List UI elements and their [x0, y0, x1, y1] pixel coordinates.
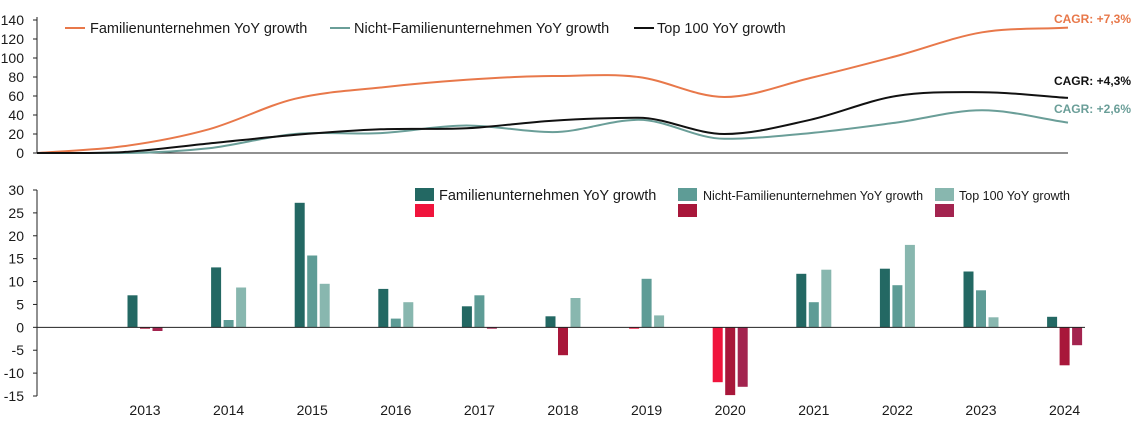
bar-familien [963, 271, 974, 328]
bar-top100 [654, 315, 665, 328]
bar-familien [1047, 316, 1058, 328]
bar-legend-label: Familienunternehmen YoY growth [439, 188, 656, 204]
bar-legend-swatch-negative [678, 204, 697, 217]
bar-top100 [319, 283, 330, 328]
bar-chart-x-tick-label: 2019 [631, 402, 662, 418]
bar-chart-y-tick-label: 30 [8, 182, 24, 198]
bar-top100 [486, 327, 497, 329]
bar-chart-y-tick-label: -10 [4, 365, 24, 381]
bar-nicht-familien [892, 285, 903, 328]
bar-chart-x-tick-label: 2022 [882, 402, 913, 418]
line-chart-y-tick-label: 40 [8, 107, 24, 123]
bar-top100 [988, 317, 999, 328]
bar-familien [127, 295, 138, 328]
bar-chart-y-tick-label: -5 [12, 342, 25, 358]
line-chart-y-tick-label: 20 [8, 126, 24, 142]
bar-nicht-familien [223, 320, 234, 328]
cagr-annotation: CAGR: +2,6% [1054, 102, 1131, 116]
line-legend-label: Familienunternehmen YoY growth [90, 21, 307, 37]
line-legend-label: Top 100 YoY growth [657, 21, 786, 37]
bar-chart-y-tick-label: 15 [8, 251, 24, 267]
bar-chart-x-tick-label: 2016 [380, 402, 411, 418]
bar-legend-label: Top 100 YoY growth [959, 189, 1070, 203]
bar-top100 [403, 302, 414, 328]
bar-familien [712, 327, 723, 383]
bar-chart-x-tick-label: 2017 [464, 402, 495, 418]
bar-legend-swatch-negative [415, 204, 434, 217]
bar-top100 [1072, 327, 1083, 346]
bar-chart-y-tick-label: 25 [8, 205, 24, 221]
bar-familien [629, 327, 640, 329]
bar-nicht-familien [307, 255, 318, 328]
line-chart-y-tick-label: 120 [1, 31, 25, 47]
bar-familien [378, 288, 389, 328]
cagr-annotation: CAGR: +4,3% [1054, 74, 1131, 88]
bar-legend-swatch-positive [935, 188, 954, 201]
bar-nicht-familien [1059, 327, 1070, 366]
bar-familien [796, 273, 807, 328]
bar-nicht-familien [808, 302, 819, 328]
bar-chart-y-tick-label: 10 [8, 274, 24, 290]
line-top100 [36, 91, 1069, 154]
bar-nicht-familien [558, 327, 568, 356]
line-legend-label: Nicht-Familienunternehmen YoY growth [354, 21, 609, 37]
bar-chart-y-tick-label: 20 [8, 228, 24, 244]
bar-top100 [152, 327, 163, 331]
bar-chart-x-tick-label: 2015 [297, 402, 328, 418]
bar-top100 [737, 327, 748, 387]
line-chart-y-tick-label: 60 [8, 88, 24, 104]
line-familien [36, 26, 1069, 154]
bar-top100 [236, 287, 247, 328]
line-chart-y-tick-label: 0 [16, 145, 24, 161]
line-chart-y-tick-label: 140 [1, 12, 25, 28]
bar-legend-swatch-positive [678, 188, 697, 201]
bar-top100 [570, 298, 581, 328]
line-nicht-familien [37, 109, 1069, 155]
bar-chart-x-tick-label: 2018 [547, 402, 578, 418]
bar-nicht-familien [976, 290, 986, 328]
bar-chart-y-tick-label: -15 [4, 388, 24, 404]
bar-familien [211, 267, 222, 328]
bar-familien [461, 306, 472, 328]
bar-legend-swatch-negative [935, 204, 954, 217]
line-chart-y-tick-label: 100 [1, 50, 25, 66]
bar-chart-x-tick-label: 2023 [965, 402, 996, 418]
bar-legend-swatch-positive [415, 188, 434, 201]
bar-legend-label: Nicht-Familienunternehmen YoY growth [703, 189, 923, 203]
bar-nicht-familien [641, 278, 652, 328]
bar-chart-y-tick-label: 5 [16, 296, 24, 312]
bar-familien [879, 268, 890, 328]
bar-chart-x-tick-label: 2013 [129, 402, 160, 418]
bar-chart-x-tick-label: 2020 [715, 402, 746, 418]
bar-chart-y-tick-label: 0 [16, 319, 24, 335]
bar-familien [294, 202, 305, 328]
bar-chart-x-tick-label: 2024 [1049, 402, 1080, 418]
bar-nicht-familien [390, 318, 401, 328]
cagr-annotation: CAGR: +7,3% [1054, 12, 1131, 26]
bar-familien [545, 316, 556, 328]
bar-nicht-familien [140, 327, 150, 329]
line-chart-y-tick-label: 80 [8, 69, 24, 85]
bar-top100 [821, 269, 832, 328]
bar-top100 [904, 244, 915, 328]
bar-nicht-familien [725, 327, 736, 396]
bar-chart-x-tick-label: 2021 [798, 402, 829, 418]
bar-nicht-familien [474, 295, 485, 328]
bar-chart-x-tick-label: 2014 [213, 402, 244, 418]
